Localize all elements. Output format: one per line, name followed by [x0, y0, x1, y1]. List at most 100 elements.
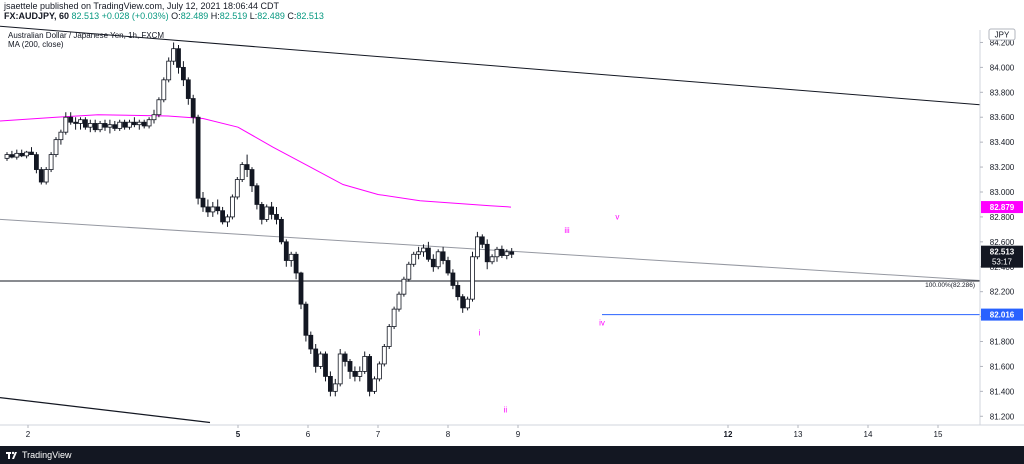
candle-body: [479, 236, 485, 245]
open-value: 82.489: [180, 11, 209, 21]
candle-body: [283, 241, 289, 261]
candle-body: [102, 123, 108, 128]
candle-body: [176, 48, 181, 68]
candle-body: [225, 216, 230, 223]
candle-body: [465, 298, 471, 309]
candle-body: [376, 363, 382, 380]
fib-level-label: 100.00%(82.286): [925, 282, 975, 289]
candle-body: [249, 169, 255, 187]
candle-body: [352, 371, 358, 377]
candle-body: [396, 293, 402, 310]
y-tick-label: 82.600: [990, 238, 1015, 247]
candle-body: [4, 154, 10, 159]
candle-body: [332, 383, 338, 392]
x-tick-label: 5: [236, 430, 241, 439]
close-label: C:: [287, 11, 297, 21]
candle-body: [288, 253, 294, 261]
indicator-label: MA (200, close): [8, 40, 64, 49]
candle-body: [73, 121, 78, 124]
candle-body: [43, 169, 49, 183]
candle-body: [215, 206, 221, 212]
footer-bar: TradingView: [0, 446, 1024, 464]
candle-body: [107, 124, 113, 128]
trendline: [0, 396, 211, 424]
candle-body: [269, 206, 275, 215]
plot-background: [0, 0, 980, 425]
last-price-text: 82.513: [990, 248, 1015, 257]
price-badge: [981, 308, 1023, 321]
candle-body: [229, 196, 235, 218]
x-tick-label: 12: [724, 430, 733, 439]
candle-body: [298, 272, 304, 305]
trendline: [0, 218, 981, 281]
candle-body: [87, 123, 93, 128]
y-tick-label: 81.200: [990, 412, 1015, 421]
candle-body: [146, 119, 152, 127]
footer-brand[interactable]: TradingView: [22, 450, 72, 460]
candle-body: [381, 346, 387, 365]
change-value: +0.028 (+0.03%): [101, 11, 169, 21]
low-value: 82.489: [257, 11, 285, 21]
candle-body: [122, 121, 127, 128]
candle-body: [205, 206, 211, 213]
candle-body: [499, 248, 505, 256]
price-badge-text: 82.016: [990, 311, 1015, 320]
time-axis[interactable]: 2 5 6 7 8 9 12 13 14 15: [26, 425, 943, 439]
candle-body: [440, 251, 446, 261]
x-tick-label: 14: [864, 430, 873, 439]
candle-body: [195, 116, 201, 199]
candle-body: [323, 353, 328, 377]
candle-body: [484, 243, 490, 263]
candle-body: [357, 371, 363, 377]
candle-body: [435, 251, 441, 268]
candle-body: [78, 119, 83, 124]
published-line: jsaettele published on TradingView.com, …: [4, 1, 279, 11]
candle-body: [347, 361, 353, 372]
high-value: 82.519: [219, 11, 248, 21]
candle-body: [97, 123, 103, 131]
y-tick-label: 82.200: [990, 288, 1015, 297]
candle-body: [264, 206, 270, 220]
low-label: L:: [249, 11, 258, 21]
candle-body: [342, 353, 348, 362]
candle-body: [303, 303, 309, 336]
candle-body: [308, 334, 314, 350]
candle-body: [327, 376, 333, 392]
candle-body: [259, 204, 265, 220]
wave-label: i: [479, 328, 481, 337]
chart-title: Australian Dollar / Japanese Yen, 1h, FX…: [8, 31, 164, 40]
candle-body: [68, 116, 74, 123]
x-tick-label: 8: [446, 430, 451, 439]
candles-layer: [4, 42, 515, 397]
candle-body: [274, 214, 279, 220]
candle-body: [117, 121, 123, 129]
candle-body: [430, 258, 436, 268]
y-tick-label: 83.200: [990, 163, 1015, 172]
moving-average-line: [0, 114, 512, 208]
symbol-label: FX:AUDJPY, 60: [4, 11, 70, 21]
candle-body: [141, 121, 147, 127]
candle-body: [29, 151, 34, 156]
candle-body: [406, 263, 412, 280]
candle-body: [19, 152, 25, 157]
candle-body: [254, 185, 260, 205]
candle-body: [386, 326, 392, 347]
candle-body: [127, 121, 132, 128]
wave-label: iv: [599, 318, 605, 327]
candle-body: [112, 124, 118, 129]
candle-body: [337, 353, 343, 385]
candle-body: [367, 356, 373, 392]
trendline: [0, 25, 981, 106]
candle-body: [293, 253, 299, 274]
price-axis[interactable]: 84.200 84.000 83.800 83.600 83.400 83.200 83.0…: [980, 38, 1023, 421]
candle-body: [190, 98, 196, 118]
candle-body: [48, 154, 54, 170]
candle-body: [455, 285, 461, 298]
candle-body: [445, 260, 451, 274]
open-label: O:: [171, 11, 181, 21]
candle-body: [161, 79, 167, 101]
x-tick-label: 6: [306, 430, 311, 439]
candle-body: [92, 123, 98, 131]
